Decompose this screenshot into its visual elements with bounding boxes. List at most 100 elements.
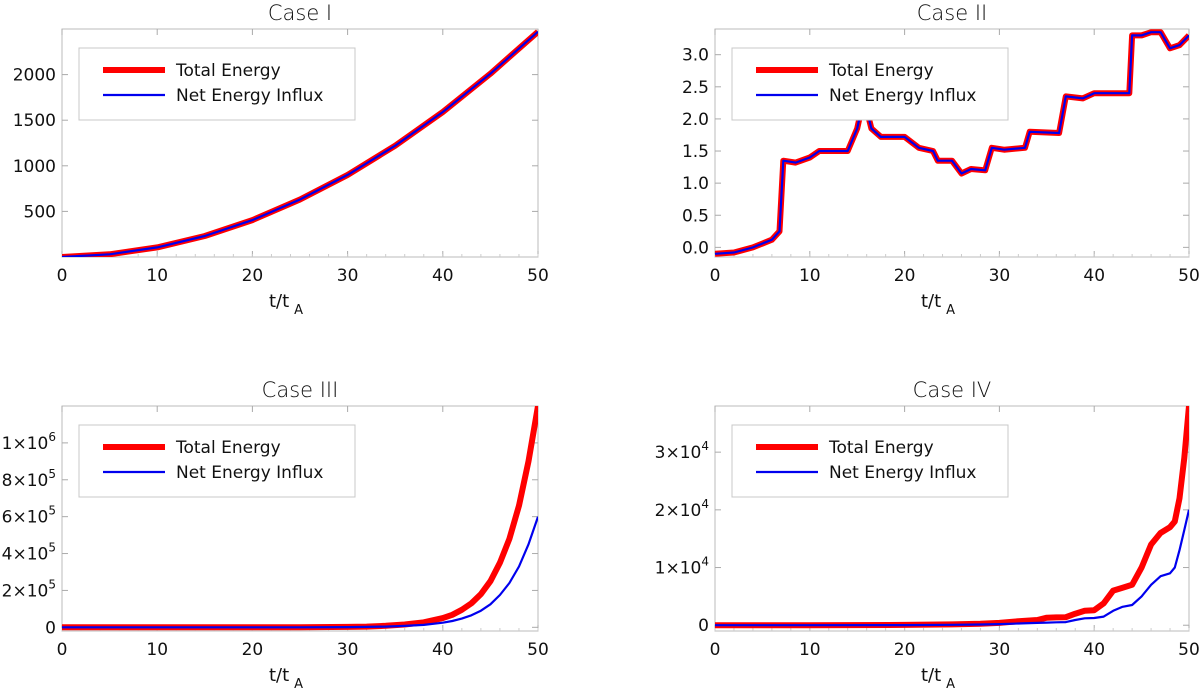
y-tick-exponent: 4 (701, 439, 709, 453)
x-tick-label: 40 (1083, 640, 1105, 660)
x-tick-label: 40 (1083, 266, 1105, 286)
y-tick-label: 0 (45, 618, 56, 638)
x-tick-label: 50 (1178, 640, 1200, 660)
x-tick-label: 30 (989, 266, 1011, 286)
x-tick-label: 50 (1178, 266, 1200, 286)
legend-label: Net Energy Influx (829, 463, 977, 483)
y-tick-label: 1.5 (682, 142, 709, 162)
y-tick-exponent: 5 (48, 467, 56, 481)
x-axis-label-main: t/t (269, 665, 289, 686)
y-tick-mantissa: 4 (2, 545, 13, 565)
y-tick-mantissa: 8 (2, 471, 13, 491)
axes-frame (714, 405, 1190, 632)
x-axis-label: t/t A (921, 665, 955, 690)
x-axis-label: t/t A (269, 291, 303, 318)
x-tick-label: 0 (710, 266, 721, 286)
x-tick-label: 40 (432, 640, 454, 660)
x-axis-label-main: t/t (921, 291, 941, 312)
y-tick-times: ×10 (12, 434, 48, 454)
y-tick-exponent: 4 (701, 497, 709, 511)
y-tick-mantissa: 1 (655, 559, 666, 579)
legend-label: Total Energy (828, 438, 934, 458)
legend-box (78, 47, 356, 121)
y-tick-label: 2000 (13, 66, 56, 86)
legend-label: Total Energy (828, 61, 934, 81)
x-tick-label: 10 (799, 266, 821, 286)
y-tick-times: ×10 (12, 508, 48, 528)
y-tick-label: 2.0 (682, 110, 709, 130)
y-tick-times: ×10 (12, 581, 48, 601)
x-axis-label-main: t/t (921, 665, 941, 686)
y-tick-mantissa: 2 (655, 501, 666, 521)
x-axis-label-sub: A (294, 303, 303, 318)
y-tick-mantissa: 1 (2, 434, 13, 454)
y-tick-times: ×10 (12, 545, 48, 565)
chart-title: Case III (262, 378, 339, 402)
legend-box (78, 424, 356, 498)
legend-label: Net Energy Influx (176, 463, 324, 483)
y-tick-times: ×10 (665, 559, 701, 579)
chart-title: Case I (268, 1, 332, 25)
y-tick-exponent: 4 (701, 555, 709, 569)
series-net-energy-influx (62, 516, 538, 629)
y-tick-exponent: 6 (48, 430, 56, 444)
x-tick-label: 40 (432, 266, 454, 286)
x-tick-label: 0 (710, 640, 721, 660)
x-tick-label: 20 (242, 640, 264, 660)
x-tick-label: 0 (57, 266, 68, 286)
series-net-energy-influx (715, 509, 1189, 627)
x-axis-label-main: t/t (269, 291, 289, 312)
x-tick-label: 50 (527, 640, 549, 660)
y-tick-label: 1500 (13, 111, 56, 131)
x-axis-label: t/t A (269, 665, 303, 690)
x-axis-label-sub: A (946, 677, 955, 690)
chart-panel-2: Case II 0 10 20 30 40 50 0.0 0.5 1.0 1.5 2.0 2.5 3.0 t… (682, 1, 1200, 318)
y-tick-label: 2×104 (655, 497, 709, 521)
y-tick-label: 4×105 (2, 541, 56, 565)
legend-label: Total Energy (175, 61, 281, 81)
y-tick-label: 6×105 (2, 504, 56, 528)
y-tick-label: 1×104 (655, 555, 709, 579)
y-tick-times: ×10 (665, 501, 701, 521)
y-tick-exponent: 5 (48, 541, 56, 555)
x-axis-label-sub: A (946, 303, 955, 318)
x-tick-label: 30 (337, 640, 359, 660)
y-tick-mantissa: 6 (2, 508, 13, 528)
chart-panel-1: Case I 0 10 20 30 40 50 500 1000 1500 2000 t/t A Tota… (13, 1, 549, 318)
legend-box (731, 47, 1009, 121)
y-tick-label: 0.0 (682, 238, 709, 258)
y-tick-times: ×10 (665, 443, 701, 463)
x-axis-label-sub: A (294, 677, 303, 690)
chart-title: Case IV (913, 378, 992, 402)
y-tick-label: 1.0 (682, 174, 709, 194)
y-tick-label: 0.5 (682, 206, 709, 226)
y-tick-label: 2.5 (682, 78, 709, 98)
x-tick-label: 30 (989, 640, 1011, 660)
x-tick-label: 10 (146, 266, 168, 286)
y-tick-label: 500 (24, 202, 56, 222)
x-axis-label: t/t A (921, 291, 955, 318)
legend-label: Net Energy Influx (829, 86, 977, 106)
y-tick-label: 8×105 (2, 467, 56, 491)
y-tick-label: 2×105 (2, 577, 56, 601)
x-tick-label: 30 (337, 266, 359, 286)
chart-title: Case II (917, 1, 987, 25)
y-tick-mantissa: 2 (2, 581, 13, 601)
x-tick-label: 10 (146, 640, 168, 660)
y-tick-label: 1000 (13, 157, 56, 177)
axes-frame (714, 28, 1190, 258)
axes-frame (61, 28, 539, 258)
y-tick-label: 1×106 (2, 430, 56, 454)
y-tick-times: ×10 (12, 471, 48, 491)
legend-label: Total Energy (175, 438, 281, 458)
x-tick-label: 10 (799, 640, 821, 660)
legend-box (731, 424, 1009, 498)
x-tick-label: 20 (894, 640, 916, 660)
x-tick-label: 0 (57, 640, 68, 660)
series-net-energy-influx (715, 31, 1189, 255)
x-tick-label: 50 (527, 266, 549, 286)
legend-label: Net Energy Influx (176, 86, 324, 106)
